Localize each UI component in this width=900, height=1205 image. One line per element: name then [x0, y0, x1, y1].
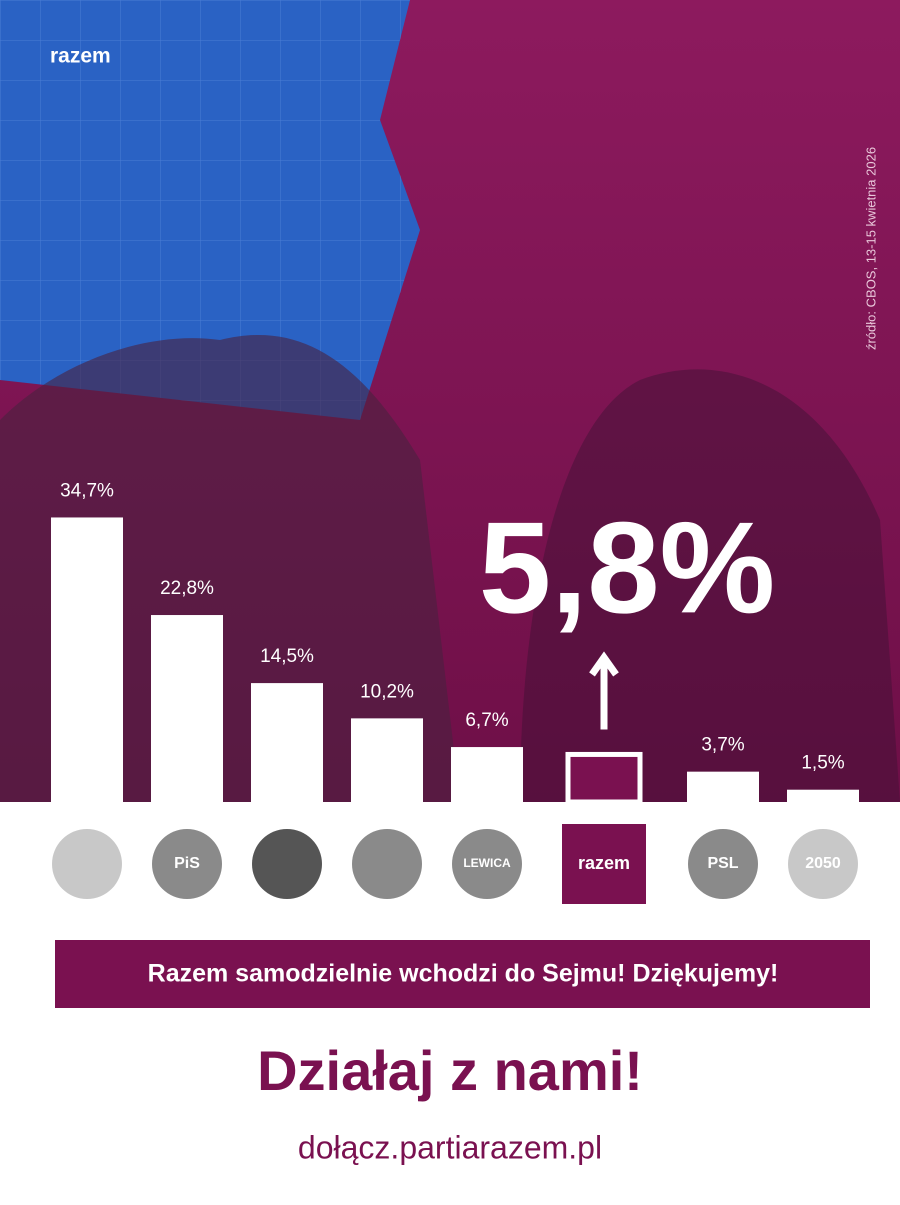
headline: Działaj z nami!	[257, 1039, 643, 1102]
bar	[687, 771, 759, 802]
party-logo	[52, 829, 122, 899]
blueprint-grid	[0, 0, 420, 420]
person-silhouette	[520, 369, 900, 802]
value-label: 5,8%	[479, 494, 775, 640]
brand-logo: razem	[50, 45, 111, 68]
value-label: 14,5%	[260, 646, 314, 667]
banner	[55, 940, 870, 1008]
banner-text: Razem samodzielnie wchodzi do Sejmu! Dzi…	[148, 960, 779, 988]
category-label: LEWICA	[463, 856, 511, 870]
party-logo	[688, 829, 758, 899]
bar	[151, 615, 223, 802]
value-label: 34,7%	[60, 480, 114, 501]
party-logo	[788, 829, 858, 899]
bar	[787, 789, 859, 802]
value-label: 3,7%	[701, 735, 744, 756]
party-logo	[452, 829, 522, 899]
value-label: 22,8%	[160, 578, 214, 599]
url: dołącz.partiarazem.pl	[298, 1129, 602, 1165]
source-note: źródło: CBOS, 13-15 kwietnia 2026	[863, 147, 878, 350]
party-logo	[152, 829, 222, 899]
category-label: 2050	[805, 855, 841, 872]
category-label: razem	[578, 853, 630, 873]
bar	[451, 747, 523, 802]
value-label: 1,5%	[801, 753, 844, 774]
category-label: PiS	[174, 855, 200, 872]
party-logo	[562, 824, 646, 904]
category-label: PSL	[707, 855, 738, 872]
bar	[565, 751, 643, 805]
value-label: 10,2%	[360, 681, 414, 702]
bar	[251, 683, 323, 802]
bar	[51, 517, 123, 802]
party-logo	[252, 829, 322, 899]
bar	[351, 718, 423, 802]
value-label: 6,7%	[465, 710, 508, 731]
arrow	[589, 651, 619, 730]
party-logo	[352, 829, 422, 899]
